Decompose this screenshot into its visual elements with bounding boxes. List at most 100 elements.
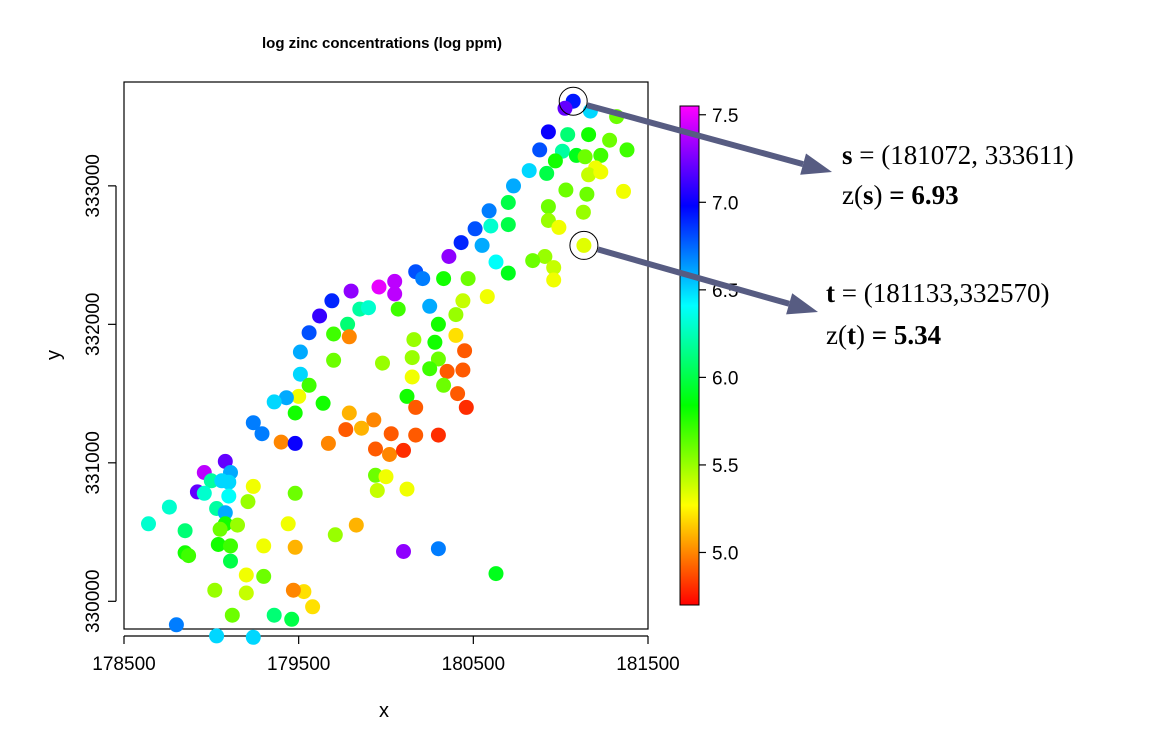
data-point	[291, 388, 307, 404]
data-point	[396, 442, 411, 458]
data-point	[387, 273, 403, 289]
data-point	[488, 566, 504, 582]
data-point	[221, 488, 237, 504]
data-point	[399, 481, 415, 497]
data-point	[210, 537, 226, 552]
data-point	[338, 422, 354, 438]
data-point	[390, 301, 406, 317]
data-point	[581, 127, 597, 143]
data-point	[406, 332, 422, 348]
data-point	[383, 426, 399, 442]
data-point	[577, 149, 593, 165]
x-axis: 178500 179500 180500 181500	[92, 635, 680, 675]
data-point	[245, 629, 261, 645]
data-point	[404, 350, 420, 366]
data-point	[285, 582, 301, 598]
data-point	[343, 283, 359, 299]
legend-tick-label: 7.0	[712, 193, 738, 214]
data-point	[340, 316, 356, 332]
data-point	[366, 412, 382, 428]
data-point	[245, 415, 261, 431]
data-point	[551, 219, 567, 235]
data-point	[500, 265, 516, 281]
data-point	[217, 505, 233, 521]
chart-title: log zinc concentrations (log ppm)	[262, 35, 502, 52]
arrow-s-head	[800, 153, 832, 175]
arrow-t-head	[786, 293, 818, 315]
annotation-t-value: z(t) = 5.34	[826, 320, 941, 350]
data-point	[161, 499, 177, 515]
data-point	[430, 427, 446, 443]
x-axis-label: x	[379, 700, 389, 722]
data-point	[593, 147, 609, 163]
data-point	[221, 474, 237, 490]
data-point	[474, 237, 490, 253]
data-point	[457, 343, 473, 359]
data-point	[500, 195, 516, 210]
data-point	[547, 153, 563, 169]
data-point	[458, 399, 474, 415]
data-point	[141, 516, 156, 532]
y-tick-label: 331000	[83, 431, 104, 494]
data-point	[301, 377, 317, 393]
data-point	[415, 271, 431, 287]
data-point	[348, 517, 364, 533]
annotation-t-coords: t = (181133,332570)	[826, 278, 1049, 308]
data-point	[436, 377, 452, 393]
data-point	[422, 361, 438, 377]
data-point	[315, 395, 331, 411]
data-point	[436, 271, 452, 287]
data-point	[278, 390, 294, 406]
data-point	[593, 164, 609, 180]
data-point	[460, 271, 476, 287]
data-point	[430, 316, 446, 332]
data-point	[256, 568, 272, 584]
arrow-t-shaft	[597, 246, 790, 307]
y-axis: 330000 331000 332000 333000	[83, 154, 117, 633]
data-point	[301, 325, 317, 341]
data-point	[616, 183, 631, 199]
data-point	[408, 399, 424, 415]
data-point	[368, 441, 383, 457]
data-point	[602, 132, 618, 148]
data-point	[212, 521, 228, 537]
data-point	[506, 178, 521, 194]
data-point	[273, 434, 289, 450]
data-point	[320, 435, 336, 451]
data-point	[254, 426, 270, 442]
data-point	[230, 517, 245, 533]
data-point	[324, 293, 340, 309]
data-point	[575, 204, 591, 220]
legend-tick-label: 7.5	[712, 106, 738, 127]
data-point	[525, 253, 541, 269]
data-point	[287, 435, 303, 451]
data-point	[177, 523, 193, 539]
data-point	[558, 182, 574, 198]
data-point	[399, 388, 415, 404]
y-tick-label: 332000	[83, 293, 104, 356]
data-point	[378, 469, 394, 485]
data-point	[537, 249, 553, 264]
data-point	[369, 483, 385, 498]
data-point	[448, 327, 464, 343]
data-point	[546, 260, 562, 276]
x-tick-label: 179500	[267, 654, 330, 675]
data-point	[441, 249, 457, 264]
data-point	[371, 279, 387, 295]
x-tick-label: 181500	[616, 654, 679, 675]
data-point	[455, 362, 471, 378]
data-point	[224, 607, 240, 623]
legend-colorbar	[679, 105, 700, 606]
data-point	[427, 334, 443, 350]
data-point	[203, 473, 219, 489]
plot-frame	[123, 81, 649, 630]
y-tick-label: 330000	[83, 570, 104, 633]
data-point	[546, 272, 562, 288]
data-point	[256, 538, 272, 554]
x-tick-label: 180500	[442, 654, 505, 675]
legend-tick-label: 5.5	[712, 456, 738, 477]
data-point	[408, 427, 424, 443]
data-point	[196, 485, 212, 501]
data-point	[579, 186, 595, 202]
